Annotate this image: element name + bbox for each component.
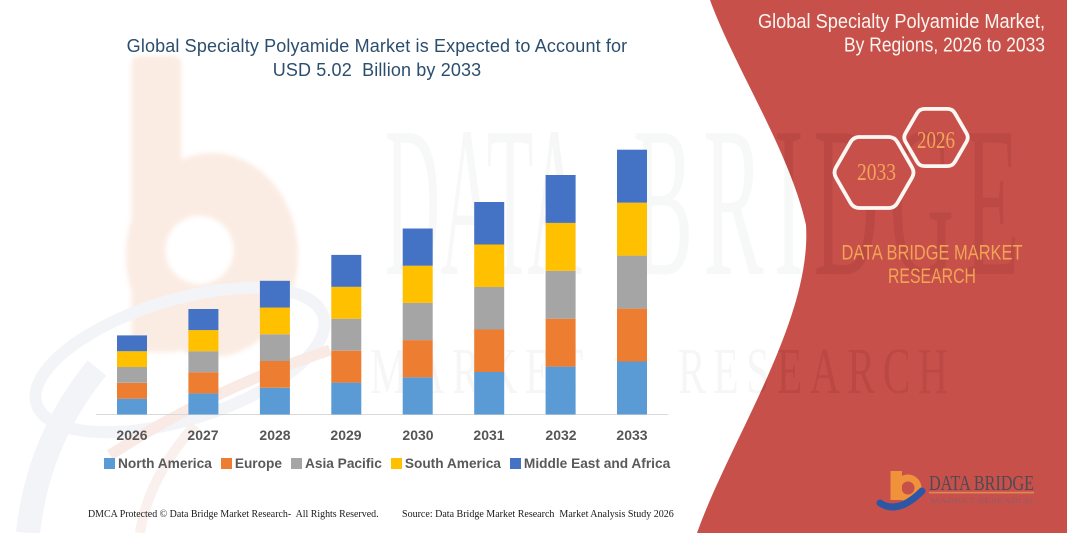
- svg-text:DATA BRIDGE MARKET: DATA BRIDGE MARKET: [842, 242, 1023, 265]
- svg-text:RESEARCH: RESEARCH: [888, 265, 976, 288]
- svg-text:DATA: DATA: [385, 82, 582, 321]
- svg-text:DATA BRIDGE: DATA BRIDGE: [929, 471, 1034, 495]
- svg-text:2026: 2026: [917, 128, 955, 154]
- svg-text:MARKET RESEARCH: MARKET RESEARCH: [370, 334, 956, 407]
- svg-text:By Regions, 2026 to 2033: By Regions, 2026 to 2033: [844, 35, 1045, 57]
- svg-text:Global Specialty Polyamide Mar: Global Specialty Polyamide Market,: [758, 11, 1045, 33]
- svg-text:2033: 2033: [857, 160, 896, 186]
- svg-text:MARKET RESEARCH: MARKET RESEARCH: [930, 496, 1034, 505]
